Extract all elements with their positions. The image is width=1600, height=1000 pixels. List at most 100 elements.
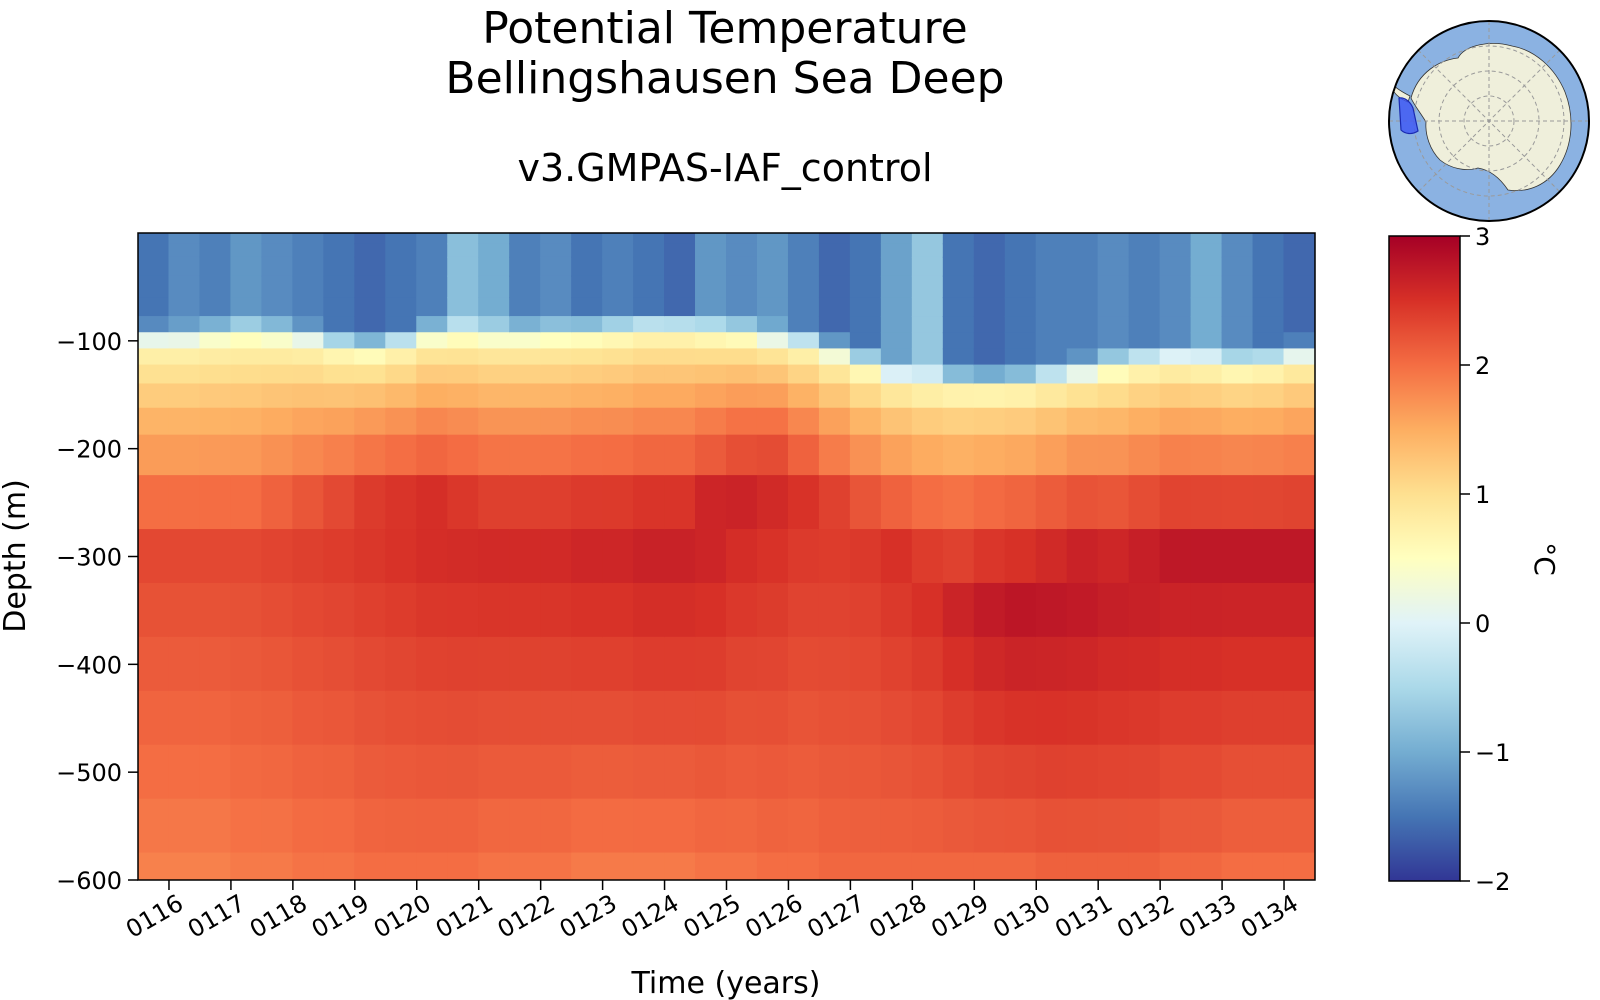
heatmap-cell	[1190, 348, 1223, 366]
heatmap-cell	[447, 275, 480, 299]
heatmap-cell	[261, 636, 294, 692]
heatmap-cell	[1004, 475, 1037, 531]
heatmap-cell	[695, 233, 727, 245]
heatmap-cell	[1221, 275, 1254, 299]
heatmap-cell	[1221, 690, 1254, 746]
heatmap-cell	[1159, 233, 1192, 245]
heatmap-cell	[726, 348, 758, 366]
heatmap-cell	[1283, 332, 1315, 350]
heatmap-cell	[1128, 529, 1161, 584]
heatmap-cell	[602, 636, 635, 692]
heatmap-cell	[292, 434, 325, 477]
heatmap-cell	[292, 744, 325, 800]
heatmap-cell	[261, 348, 294, 366]
heatmap-cell	[138, 256, 170, 277]
heatmap-cell	[509, 744, 542, 800]
heatmap-cell	[447, 690, 480, 746]
heatmap-cell	[323, 434, 356, 477]
heatmap-cell	[911, 582, 944, 638]
heatmap-cells	[138, 233, 1315, 880]
heatmap-cell	[695, 407, 727, 436]
heatmap-cell	[1221, 434, 1254, 477]
heatmap-cell	[1066, 275, 1099, 299]
heatmap-cell	[1221, 744, 1254, 800]
heatmap-cell	[199, 316, 232, 334]
heatmap-cell	[447, 529, 480, 584]
heatmap-cell	[664, 256, 697, 277]
heatmap-cell	[138, 636, 170, 692]
colorbar-tick-label: 1	[1475, 481, 1490, 509]
heatmap-cell	[633, 852, 666, 880]
heatmap-cell	[1097, 475, 1130, 531]
heatmap-cell	[602, 798, 635, 854]
y-tick-label: −100	[56, 328, 122, 356]
heatmap-cell	[1159, 636, 1192, 692]
heatmap-cell	[973, 529, 1006, 584]
heatmap-cell	[633, 316, 666, 334]
heatmap-cell	[911, 256, 944, 277]
y-axis: −100 −200 −300 −400 −500 −600	[56, 328, 138, 895]
heatmap-cell	[1097, 690, 1130, 746]
x-tick-label: 0120	[369, 889, 436, 944]
heatmap-cell	[447, 636, 480, 692]
heatmap-cell	[478, 316, 511, 334]
heatmap-cell	[911, 798, 944, 854]
heatmap-cell	[261, 275, 294, 299]
heatmap-cell	[261, 852, 294, 880]
heatmap-cell	[973, 243, 1006, 258]
heatmap-cell	[1190, 690, 1223, 746]
y-tick-label: −600	[56, 867, 122, 895]
heatmap-cell	[664, 582, 697, 638]
heatmap-cell	[540, 407, 573, 436]
heatmap-cell	[849, 243, 882, 258]
heatmap-cell	[138, 407, 170, 436]
heatmap-cell	[1004, 383, 1037, 409]
heatmap-cell	[1004, 744, 1037, 800]
heatmap-cell	[1190, 297, 1223, 318]
heatmap-cell	[1252, 852, 1285, 880]
heatmap-cell	[323, 475, 356, 531]
heatmap-cell	[1097, 434, 1130, 477]
heatmap-cell	[478, 383, 511, 409]
y-tick-label: −200	[56, 436, 122, 464]
inset-region-highlight	[1398, 97, 1419, 135]
heatmap-cell	[168, 316, 201, 334]
heatmap-cell	[1066, 744, 1099, 800]
heatmap-cell	[509, 332, 542, 350]
heatmap-cell	[1252, 744, 1285, 800]
heatmap-cell	[602, 243, 635, 258]
heatmap-cell	[787, 275, 820, 299]
heatmap-cell	[1252, 434, 1285, 477]
heatmap-cell	[447, 348, 480, 366]
heatmap-cell	[571, 332, 604, 350]
heatmap-cell	[199, 582, 232, 638]
heatmap-cell	[1128, 636, 1161, 692]
heatmap-cell	[1190, 582, 1223, 638]
heatmap-cell	[911, 364, 944, 385]
heatmap-cell	[973, 744, 1006, 800]
heatmap-cell	[756, 275, 789, 299]
heatmap-cell	[818, 690, 851, 746]
heatmap-cell	[1035, 690, 1068, 746]
heatmap-cell	[633, 364, 666, 385]
heatmap-cell	[354, 316, 387, 334]
heatmap-cell	[509, 529, 542, 584]
heatmap-cell	[1283, 798, 1315, 854]
heatmap-cell	[787, 332, 820, 350]
heatmap-cell	[571, 475, 604, 531]
x-tick-label: 0131	[1050, 889, 1117, 944]
heatmap-cell	[1159, 434, 1192, 477]
heatmap-cell	[323, 243, 356, 258]
heatmap-cell	[168, 852, 201, 880]
heatmap-cell	[1128, 364, 1161, 385]
heatmap-cell	[199, 407, 232, 436]
heatmap-cell	[416, 316, 449, 334]
heatmap-cell	[323, 636, 356, 692]
heatmap-cell	[849, 798, 882, 854]
heatmap-cell	[540, 233, 573, 245]
heatmap-cell	[571, 275, 604, 299]
heatmap-cell	[509, 243, 542, 258]
heatmap-cell	[1159, 275, 1192, 299]
heatmap-cell	[849, 636, 882, 692]
heatmap-cell	[354, 297, 387, 318]
